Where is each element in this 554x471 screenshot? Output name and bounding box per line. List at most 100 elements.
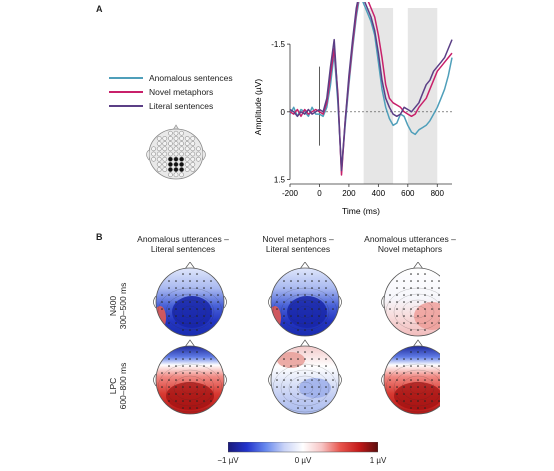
electrode xyxy=(196,146,201,152)
electrode-dot xyxy=(424,386,426,388)
erp-axes: -200 0 200 400 600 800 -1.5 0 1.5 xyxy=(271,40,452,198)
electrode-dot xyxy=(175,280,177,282)
electrode-dot xyxy=(283,287,285,289)
electrode-dot xyxy=(217,386,219,388)
electrode-dot xyxy=(210,280,212,282)
electrode-dot xyxy=(175,379,177,381)
topomap-1-1 xyxy=(153,262,227,337)
electrode-dot xyxy=(403,365,405,367)
electrode-dot xyxy=(389,379,391,381)
x-tick-label: 400 xyxy=(372,189,386,198)
electrode-dot xyxy=(438,301,440,303)
electrode-dot xyxy=(311,379,313,381)
electrode-dot xyxy=(203,372,205,374)
electrode-dot xyxy=(304,358,306,360)
legend-swatch xyxy=(109,76,143,80)
electrode xyxy=(168,136,173,141)
electrode-dot xyxy=(431,379,433,381)
electrode-dot xyxy=(297,287,299,289)
electrode xyxy=(168,151,173,157)
electrode-dot xyxy=(304,308,306,310)
electrode xyxy=(179,130,184,136)
electrode-dot xyxy=(175,308,177,310)
electrode-dot xyxy=(175,393,177,395)
legend-label: Novel metaphors xyxy=(149,87,214,97)
legend-label: Anomalous sentences xyxy=(149,73,233,83)
electrode-dot xyxy=(168,294,170,296)
electrode-dot xyxy=(424,407,426,409)
electrode-dot xyxy=(318,365,320,367)
electrode-dot xyxy=(276,379,278,381)
electrode-dot xyxy=(389,386,391,388)
electrode-dot xyxy=(189,379,191,381)
electrode-dot xyxy=(438,280,440,282)
electrode-dot xyxy=(203,308,205,310)
scalp-outline xyxy=(383,345,440,415)
electrode-dot xyxy=(318,301,320,303)
electrode-dot xyxy=(417,400,419,402)
electrode-dot xyxy=(182,329,184,331)
electrode-dot xyxy=(189,358,191,360)
electrode-dot xyxy=(396,386,398,388)
electrode-dot xyxy=(297,400,299,402)
electrode-dot xyxy=(410,400,412,402)
electrode xyxy=(162,167,168,172)
electrode-dot xyxy=(410,379,412,381)
scalp-outline xyxy=(155,267,225,337)
electrode-dot xyxy=(297,372,299,374)
electrode-dot xyxy=(410,386,412,388)
electrode xyxy=(179,151,184,157)
colorbar-label-min: −1 µV xyxy=(217,456,239,465)
electrode-dot xyxy=(304,301,306,303)
electrode-dot xyxy=(417,386,419,388)
electrode-dot xyxy=(175,358,177,360)
column-header-line: Novel metaphors xyxy=(377,244,443,254)
electrode xyxy=(184,146,190,152)
electrode-dot xyxy=(410,280,412,282)
electrode-dot xyxy=(318,287,320,289)
electrode-dot xyxy=(290,365,292,367)
topomap-2-3 xyxy=(381,339,440,415)
electrode-dot xyxy=(276,386,278,388)
electrode-dot xyxy=(290,308,292,310)
electrode-dot xyxy=(431,386,433,388)
electrode-dot xyxy=(417,294,419,296)
electrode xyxy=(162,162,168,167)
column-header-2: Novel metaphors – Literal sentences xyxy=(243,234,353,254)
column-header-line: Anomalous utterances – xyxy=(137,234,229,244)
electrode-dot xyxy=(189,386,191,388)
electrode-dot xyxy=(304,273,306,275)
electrode-dot xyxy=(417,308,419,310)
electrode-dot xyxy=(311,301,313,303)
colorbar-label-zero: 0 µV xyxy=(294,456,312,465)
electrode-dot xyxy=(168,393,170,395)
electrode-dot xyxy=(438,386,440,388)
electrode xyxy=(151,156,156,162)
electrode-dot xyxy=(161,294,163,296)
electrode-dot xyxy=(431,308,433,310)
electrode-dot xyxy=(311,273,313,275)
electrode xyxy=(179,141,184,146)
electrode-dot xyxy=(396,287,398,289)
electrode-dot xyxy=(168,280,170,282)
electrode-dot xyxy=(410,351,412,353)
electrode-dot xyxy=(196,400,198,402)
nose-icon xyxy=(412,262,424,270)
topomap-2-2 xyxy=(268,339,342,415)
electrode-dot xyxy=(417,280,419,282)
electrode-dot xyxy=(203,322,205,324)
legend-swatch xyxy=(109,104,143,108)
electrode-dot xyxy=(304,365,306,367)
electrode-dot xyxy=(410,393,412,395)
y-tick-label: 0 xyxy=(281,108,286,117)
series-line-3 xyxy=(289,2,453,172)
electrode-dot xyxy=(196,365,198,367)
x-tick-label: 800 xyxy=(431,189,445,198)
electrode xyxy=(190,146,196,152)
electrode-selected xyxy=(173,167,179,173)
ear-icon xyxy=(338,295,342,309)
electrode-dot xyxy=(389,294,391,296)
electrode-dot xyxy=(396,294,398,296)
electrode-dot xyxy=(403,400,405,402)
scalp-outline xyxy=(155,345,225,415)
